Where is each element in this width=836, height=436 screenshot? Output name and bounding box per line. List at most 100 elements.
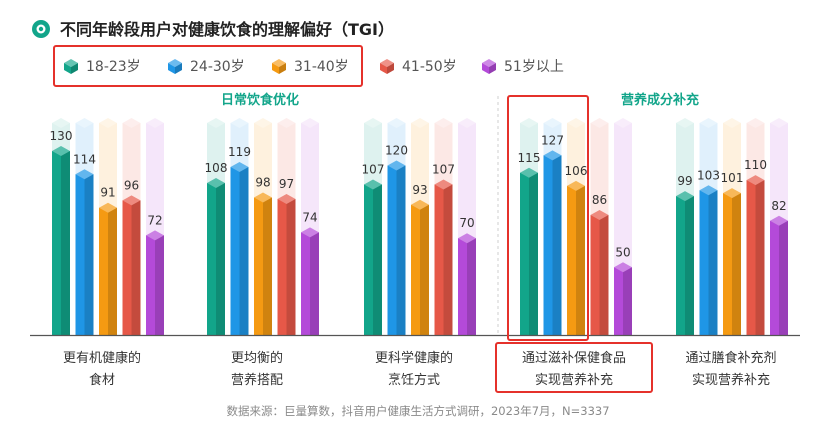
bar-face-right: [61, 151, 70, 335]
bar-face-right: [131, 200, 141, 335]
bar-face-right: [286, 198, 296, 335]
bar-face-right: [732, 193, 741, 335]
legend-label: 41-50岁: [402, 59, 457, 75]
bar-face-right: [155, 235, 164, 335]
bar-face-right: [576, 185, 585, 335]
bar-face-right: [310, 232, 319, 335]
bar-face-right: [623, 267, 632, 335]
bar-top: [746, 175, 765, 186]
bar-face-left: [52, 151, 61, 335]
bar-face-left: [122, 200, 132, 335]
bar-background-top: [434, 118, 453, 128]
category-label-line: 食材: [89, 372, 115, 388]
bar-background-top: [301, 118, 319, 128]
bar-face-right: [552, 155, 562, 335]
bar-face-left: [254, 197, 263, 335]
bar-background-top: [146, 118, 164, 128]
bar-top: [387, 160, 406, 171]
bar-background-top: [699, 118, 718, 128]
legend-cube-right: [175, 63, 182, 74]
bar: 96: [122, 118, 141, 335]
bar-background-top: [543, 118, 562, 128]
category-label-line: 实现营养补充: [692, 372, 770, 388]
bar-face-left: [699, 190, 709, 335]
category-label-line: 营养搭配: [231, 372, 283, 388]
bar: 91: [99, 118, 117, 335]
bar-face-left: [146, 235, 155, 335]
bar: 98: [254, 118, 272, 335]
bar-face-left: [387, 165, 397, 335]
bar-value-label: 108: [205, 161, 228, 175]
bar-background-top: [364, 118, 382, 128]
bar-face-left: [567, 185, 576, 335]
bar-face-right: [685, 196, 694, 335]
bar-value-label: 127: [541, 133, 564, 147]
bar: 114: [73, 118, 96, 335]
bar-value-label: 107: [362, 162, 385, 176]
bar-value-label: 130: [50, 129, 73, 143]
bar: 110: [744, 118, 767, 335]
legend-item: 31-40岁: [272, 59, 349, 75]
bar-top: [614, 262, 632, 273]
bar-background-top: [52, 118, 70, 128]
bar: 50: [614, 118, 632, 335]
bar-value-label: 114: [73, 152, 96, 166]
bar-background-top: [676, 118, 694, 128]
bar-top: [520, 167, 538, 178]
bar-background-top: [520, 118, 538, 128]
bar-face-right: [599, 214, 609, 335]
bar-face-left: [99, 207, 108, 335]
bar-value-label: 96: [124, 178, 139, 192]
bar-face-left: [590, 214, 600, 335]
bar-face-left: [230, 166, 240, 335]
bar-face-right: [529, 172, 538, 335]
bar: 108: [205, 118, 228, 335]
bar-top: [723, 188, 741, 199]
bar-face-left: [277, 198, 287, 335]
bar-background-top: [387, 118, 406, 128]
bar-face-left: [723, 193, 732, 335]
category-label-line: 实现营养补充: [535, 372, 613, 388]
bar-value-label: 93: [412, 183, 427, 197]
bar-face-right: [216, 182, 225, 335]
bar-top: [434, 179, 453, 190]
bar: 106: [565, 118, 587, 335]
bar-background-top: [770, 118, 788, 128]
legend-cube-left: [482, 63, 489, 74]
legend-cube-right: [71, 63, 78, 74]
bar-background-top: [122, 118, 141, 128]
bar-face-right: [239, 166, 249, 335]
bar-value-label: 70: [459, 216, 474, 230]
bar-value-label: 91: [100, 186, 115, 200]
bar-value-label: 120: [385, 144, 408, 158]
bar: 86: [590, 118, 609, 335]
bar-value-label: 115: [518, 151, 541, 165]
bar-top: [146, 230, 164, 241]
legend-item: 18-23岁: [64, 59, 141, 75]
bar-value-label: 86: [592, 193, 607, 207]
bar-face-right: [708, 190, 718, 335]
bar-top: [411, 199, 429, 210]
bar-value-label: 107: [432, 162, 455, 176]
bar-background-top: [99, 118, 117, 128]
bar-top: [254, 192, 272, 203]
bar-background-top: [746, 118, 765, 128]
bar: 97: [277, 118, 296, 335]
bar-face-left: [543, 155, 553, 335]
bar-face-right: [263, 197, 272, 335]
bar-value-label: 98: [255, 176, 270, 190]
bar-face-left: [458, 238, 467, 335]
bar-face-left: [770, 220, 779, 335]
legend-cube-left: [64, 63, 71, 74]
bar-top: [364, 179, 382, 190]
bar-face-left: [746, 180, 756, 335]
highlight-box-bars: [507, 95, 589, 341]
legend-cube-right: [489, 63, 496, 74]
group-label-nutrition-supplement: 营养成分补充: [621, 92, 699, 108]
bar-background-top: [590, 118, 609, 128]
bar-top: [770, 215, 788, 226]
